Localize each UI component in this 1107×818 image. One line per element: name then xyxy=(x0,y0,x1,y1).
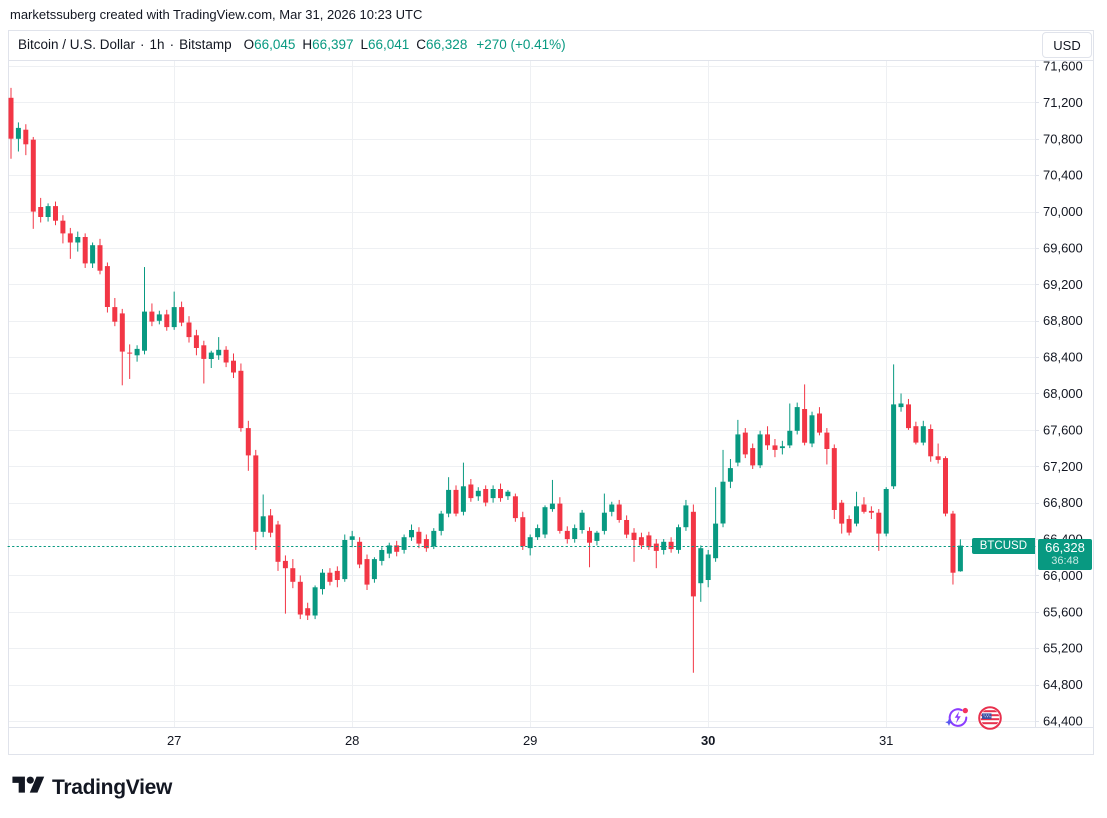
ai-spark-icon xyxy=(944,704,971,736)
high-value: 66,397 xyxy=(312,37,354,52)
svg-text:69,200: 69,200 xyxy=(1043,277,1083,292)
close-value: 66,328 xyxy=(426,37,468,52)
open-label: O xyxy=(243,37,255,52)
tradingview-brand-text: TradingView xyxy=(52,776,173,799)
svg-text:27: 27 xyxy=(167,733,181,748)
bar-countdown: 36:48 xyxy=(1051,554,1079,567)
last-price-badge: 66,328 36:48 xyxy=(1038,538,1092,570)
high-label: H xyxy=(302,37,313,52)
svg-text:29: 29 xyxy=(523,733,537,748)
open-value: 66,045 xyxy=(254,37,296,52)
svg-text:64,400: 64,400 xyxy=(1043,714,1083,729)
price-scale[interactable] xyxy=(1035,60,1094,727)
interval-label: 1h xyxy=(149,37,165,52)
svg-text:67,200: 67,200 xyxy=(1043,459,1083,474)
svg-text:71,200: 71,200 xyxy=(1043,95,1083,110)
svg-text:68,800: 68,800 xyxy=(1043,313,1083,328)
low-label: L xyxy=(360,37,368,52)
ohlc-values: O66,045 H66,397 L66,041 C66,328 +270 (+0.41%… xyxy=(244,37,566,52)
attribution-text: marketssuberg created with TradingView.c… xyxy=(10,7,423,22)
tradingview-logo-icon xyxy=(12,773,45,803)
svg-text:68,000: 68,000 xyxy=(1043,386,1083,401)
svg-text:66,000: 66,000 xyxy=(1043,568,1083,583)
time-scale[interactable] xyxy=(8,727,1094,755)
chart-legend: Bitcoin / U.S. Dollar · 1h · Bitstamp O66,045… xyxy=(18,37,566,52)
svg-text:71,600: 71,600 xyxy=(1043,59,1083,74)
svg-text:30: 30 xyxy=(701,733,715,748)
legend-separator: · xyxy=(140,37,145,52)
svg-text:64,800: 64,800 xyxy=(1043,677,1083,692)
low-value: 66,041 xyxy=(367,37,410,52)
symbol-title: Bitcoin / U.S. Dollar xyxy=(18,37,136,52)
svg-text:28: 28 xyxy=(345,733,359,748)
price-line-symbol-badge: BTCUSD xyxy=(971,537,1035,554)
svg-text:66,800: 66,800 xyxy=(1043,495,1083,510)
svg-text:31: 31 xyxy=(879,733,893,748)
close-label: C xyxy=(416,37,427,52)
svg-text:69,600: 69,600 xyxy=(1043,240,1083,255)
legend-separator: · xyxy=(169,37,175,52)
us-flag-icon xyxy=(978,705,1002,735)
svg-text:70,800: 70,800 xyxy=(1043,131,1083,146)
svg-text:67,600: 67,600 xyxy=(1043,422,1083,437)
svg-text:65,600: 65,600 xyxy=(1043,604,1083,619)
svg-text:70,000: 70,000 xyxy=(1043,204,1083,219)
change-value: +270 (+0.41%) xyxy=(476,37,566,52)
tradingview-logo[interactable]: TradingView xyxy=(12,773,172,803)
chart-watermark-icons xyxy=(944,704,1002,736)
svg-text:68,400: 68,400 xyxy=(1043,350,1083,365)
currency-usd-button[interactable]: USD xyxy=(1042,32,1092,58)
exchange-label: Bitstamp xyxy=(179,37,232,52)
svg-text:65,200: 65,200 xyxy=(1043,641,1083,656)
last-price-value: 66,328 xyxy=(1045,539,1085,555)
svg-text:70,400: 70,400 xyxy=(1043,168,1083,183)
